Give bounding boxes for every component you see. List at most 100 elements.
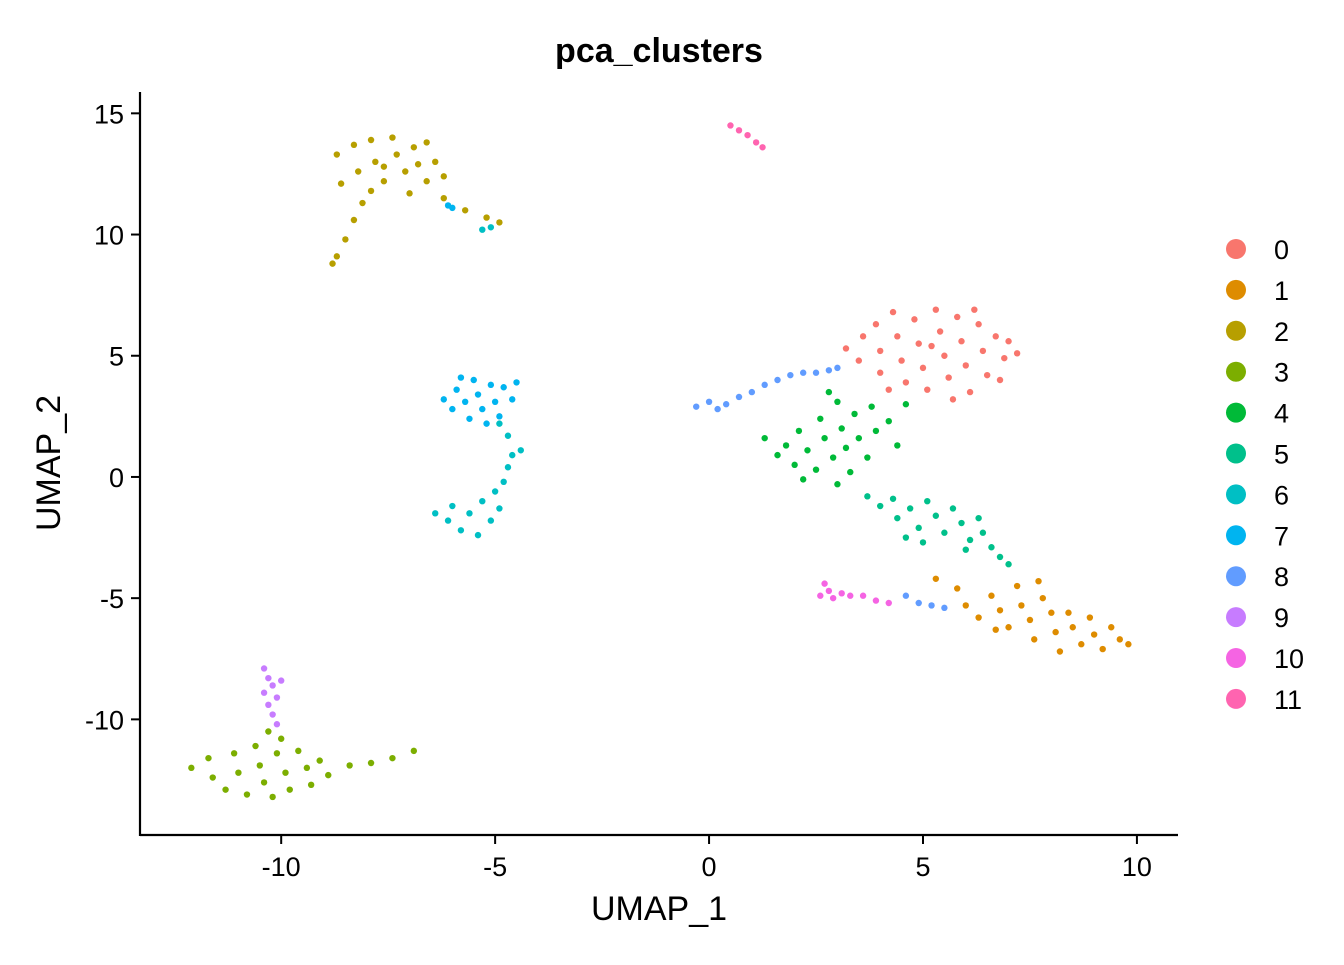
point-cluster-0 (949, 396, 957, 403)
point-cluster-10 (829, 594, 837, 602)
legend-label: 11 (1274, 685, 1302, 715)
point-cluster-2 (380, 178, 388, 185)
point-cluster-5 (924, 497, 931, 505)
point-cluster-7 (440, 396, 447, 403)
point-cluster-8 (722, 401, 730, 408)
point-cluster-1 (1125, 641, 1132, 648)
point-cluster-4 (868, 403, 875, 410)
point-cluster-0 (889, 308, 897, 316)
point-cluster-1 (1018, 602, 1025, 609)
point-cluster-7 (474, 391, 482, 398)
point-cluster-10 (885, 599, 892, 607)
point-cluster-3 (325, 771, 332, 779)
point-cluster-4 (795, 427, 803, 435)
point-cluster-7 (513, 379, 520, 386)
legend-item-0: 0 (1226, 235, 1289, 265)
legend-item-11: 11 (1226, 685, 1302, 715)
x-tick-label: 0 (702, 852, 717, 882)
point-cluster-2 (333, 151, 341, 158)
point-cluster-4 (821, 434, 828, 442)
point-cluster-1 (1099, 645, 1106, 653)
point-cluster-7 (491, 398, 499, 406)
point-cluster-0 (902, 379, 910, 386)
point-cluster-9 (265, 701, 272, 709)
point-cluster-3 (260, 779, 268, 786)
point-cluster-0 (877, 347, 884, 355)
legend-key-icon (1226, 688, 1246, 709)
point-cluster-0 (877, 369, 884, 376)
point-cluster-7 (470, 376, 477, 384)
legend-label: 0 (1274, 235, 1289, 265)
point-cluster-4 (847, 468, 854, 476)
point-cluster-4 (894, 442, 901, 449)
x-tick-label: 5 (915, 852, 930, 882)
point-cluster-2 (461, 207, 469, 214)
legend-key-icon (1226, 320, 1246, 341)
legend-key-icon (1226, 484, 1246, 505)
point-cluster-0 (971, 306, 978, 313)
point-cluster-6 (504, 432, 512, 439)
point-cluster-4 (851, 410, 858, 418)
point-cluster-0 (932, 306, 940, 313)
point-cluster-9 (260, 689, 268, 696)
point-cluster-4 (804, 447, 811, 454)
point-cluster-2 (372, 158, 379, 166)
point-cluster-3 (282, 769, 289, 776)
point-cluster-2 (496, 219, 503, 226)
legend-label: 7 (1274, 521, 1289, 551)
point-cluster-3 (252, 742, 259, 750)
point-cluster-7 (449, 204, 456, 212)
point-cluster-5 (962, 546, 969, 553)
point-cluster-6 (487, 224, 495, 231)
legend-key-icon (1226, 648, 1246, 668)
point-cluster-3 (367, 759, 375, 767)
point-cluster-0 (966, 388, 974, 396)
point-cluster-0 (872, 321, 880, 328)
point-cluster-8 (748, 388, 756, 396)
point-cluster-3 (209, 774, 216, 781)
point-cluster-5 (877, 502, 884, 510)
point-cluster-7 (509, 396, 516, 403)
point-cluster-8 (761, 381, 768, 389)
point-cluster-0 (915, 340, 922, 347)
point-cluster-6 (500, 478, 507, 486)
y-tick-label: -5 (100, 584, 124, 614)
point-cluster-4 (864, 454, 871, 461)
point-cluster-6 (432, 510, 439, 517)
point-cluster-0 (954, 313, 961, 321)
point-cluster-2 (393, 151, 400, 158)
point-cluster-4 (902, 401, 910, 408)
point-cluster-5 (864, 493, 871, 500)
point-cluster-1 (992, 626, 999, 633)
point-cluster-8 (735, 393, 743, 401)
point-cluster-9 (269, 682, 276, 689)
point-cluster-1 (988, 592, 995, 599)
point-cluster-4 (774, 451, 781, 459)
point-cluster-9 (260, 665, 268, 672)
point-cluster-7 (457, 374, 465, 381)
point-cluster-6 (504, 464, 512, 471)
point-cluster-1 (975, 614, 982, 621)
point-cluster-1 (1031, 636, 1038, 643)
legend-item-9: 9 (1226, 603, 1289, 633)
point-cluster-11 (744, 131, 751, 139)
point-cluster-3 (188, 764, 195, 772)
point-cluster-10 (825, 587, 833, 595)
legend-label: 1 (1274, 276, 1289, 306)
point-cluster-8 (915, 599, 922, 607)
point-cluster-9 (265, 674, 272, 682)
point-cluster-2 (423, 139, 430, 146)
point-cluster-8 (902, 592, 910, 599)
point-cluster-0 (898, 357, 905, 364)
point-cluster-0 (958, 338, 965, 345)
x-tick-label: 10 (1122, 852, 1152, 882)
point-cluster-1 (1013, 582, 1021, 590)
x-tick-label: -5 (483, 852, 507, 882)
point-cluster-0 (975, 321, 982, 328)
point-cluster-3 (235, 769, 242, 776)
point-cluster-3 (273, 750, 281, 757)
point-cluster-6 (479, 497, 486, 505)
point-cluster-8 (812, 369, 820, 376)
point-cluster-4 (872, 427, 880, 435)
